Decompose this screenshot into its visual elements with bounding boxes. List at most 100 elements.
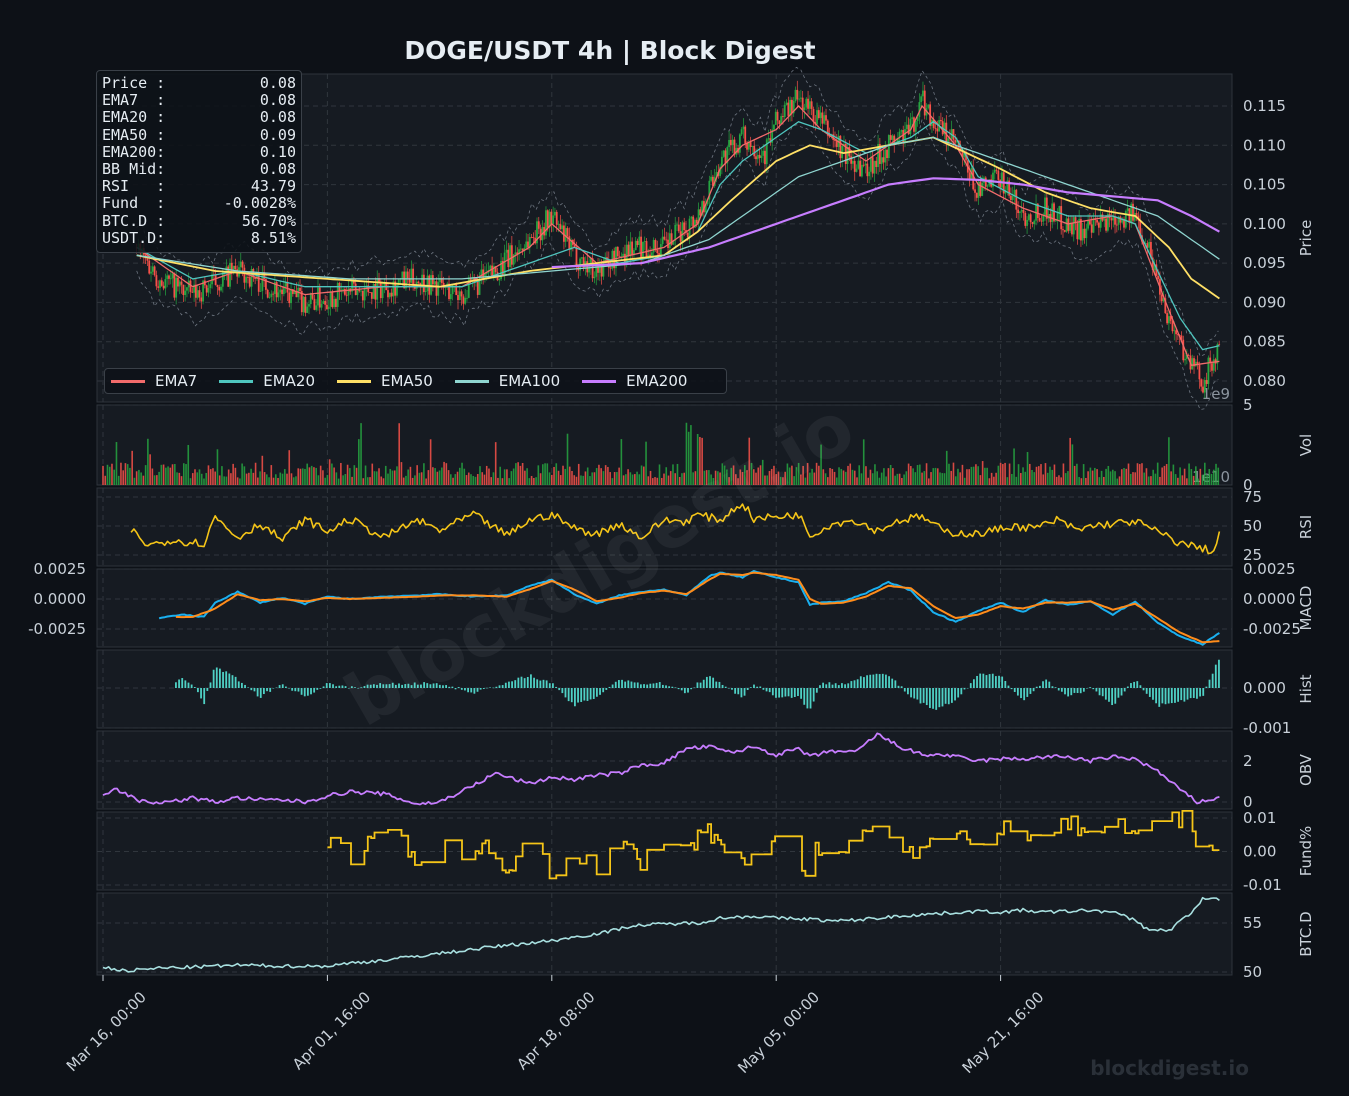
info-row: EMA20 : 0.08 (102, 109, 296, 126)
histogram-bar (360, 687, 363, 688)
candle-body (905, 124, 908, 130)
candle-body (918, 102, 921, 118)
histogram-bar (608, 686, 611, 688)
candle-body (361, 290, 364, 301)
volume-bar (669, 471, 672, 485)
y-tick-label: 0.080 (1243, 372, 1286, 390)
volume-bar (687, 431, 690, 485)
y-tick-label: 25 (1243, 546, 1262, 564)
volume-bar (912, 468, 914, 485)
candle-body (326, 304, 328, 310)
volume-bar (694, 471, 697, 485)
volume-bar (977, 466, 979, 485)
histogram-bar (988, 674, 991, 688)
histogram-bar (712, 677, 715, 688)
candle-body (580, 257, 583, 259)
volume-bar (1159, 476, 1161, 485)
histogram-bar (316, 688, 319, 690)
histogram-bar (1016, 688, 1019, 696)
candle-body (458, 291, 461, 301)
candle-body (597, 265, 599, 273)
histogram-bar (561, 688, 564, 694)
volume-bar (797, 462, 800, 485)
candle-body (171, 273, 174, 279)
x-tick-label: Apr 18, 08:00 (513, 988, 598, 1073)
histogram-bar (768, 688, 771, 693)
histogram-bar (941, 688, 944, 707)
volume-bar (755, 472, 757, 485)
volume-bar (1183, 468, 1186, 485)
candle-body (764, 150, 766, 165)
volume-bar (1011, 473, 1013, 485)
candle-body (1173, 330, 1176, 332)
info-row: Price : 0.08 (102, 74, 296, 92)
histogram-bar (473, 688, 476, 694)
histogram-bar (592, 688, 595, 699)
volume-bar (1217, 467, 1220, 485)
candle-body (509, 245, 511, 268)
volume-bar (393, 470, 396, 485)
histogram-bar (1202, 688, 1205, 696)
ema50-line (136, 136, 1220, 300)
volume-bar (701, 437, 703, 485)
y-tick-label: -0.0025 (1243, 620, 1301, 638)
histogram-bar (932, 688, 934, 709)
volume-bar (223, 476, 225, 485)
candle-body (821, 112, 824, 124)
volume-bar (149, 454, 151, 485)
candle-body (1162, 298, 1165, 302)
volume-bar (402, 477, 405, 485)
histogram-bar (1111, 688, 1114, 706)
histogram-bar (580, 688, 583, 702)
candle-body (674, 224, 677, 241)
volume-bar (770, 468, 773, 485)
volume-bar (389, 468, 392, 485)
volume-bar (860, 473, 863, 485)
volume-bar (488, 468, 490, 485)
histogram-bar (687, 688, 689, 693)
volume-bar (719, 472, 721, 485)
histogram-bar (630, 681, 633, 688)
candle-body (288, 292, 291, 304)
volume-bar (997, 465, 1000, 485)
volume-bar (1199, 468, 1202, 485)
chart-title: DOGE/USDT 4h | Block Digest (404, 36, 816, 65)
histogram-bar (398, 683, 400, 688)
volume-bar (640, 465, 643, 485)
volume-bar (315, 467, 317, 485)
volume-bar (434, 468, 436, 485)
legend-swatch (111, 379, 145, 383)
histogram-bar (627, 680, 630, 688)
volume-bar (566, 433, 569, 485)
candle-body (638, 236, 641, 246)
volume-bar (1076, 463, 1078, 485)
volume-bar (970, 466, 973, 485)
volume-bar (916, 465, 919, 485)
volume-bar (1002, 464, 1004, 485)
histogram-bar (1126, 686, 1129, 688)
volume-bar (869, 469, 872, 485)
candle-body (835, 140, 838, 147)
candle-body (358, 289, 361, 292)
histogram-bar (696, 682, 699, 688)
candle-body (979, 181, 982, 196)
histogram-bar (979, 673, 982, 688)
volume-bar (185, 464, 187, 485)
volume-bar (984, 467, 986, 485)
histogram-bar (178, 679, 180, 688)
histogram-bar (416, 684, 419, 688)
candle-body (293, 291, 296, 294)
histogram-bar (1174, 688, 1176, 703)
histogram-bar (1073, 688, 1076, 693)
candle-body (277, 292, 280, 298)
histogram-bar (206, 688, 209, 691)
legend-label: EMA100 (498, 372, 561, 390)
candle-body (412, 268, 415, 286)
legend-swatch (337, 379, 372, 383)
histogram-bar (501, 685, 504, 688)
y-axis-label: MACD (1297, 586, 1315, 631)
candle-body (932, 119, 935, 129)
volume-bar (764, 475, 766, 485)
volume-bar (519, 465, 522, 485)
candle-body (893, 135, 896, 144)
